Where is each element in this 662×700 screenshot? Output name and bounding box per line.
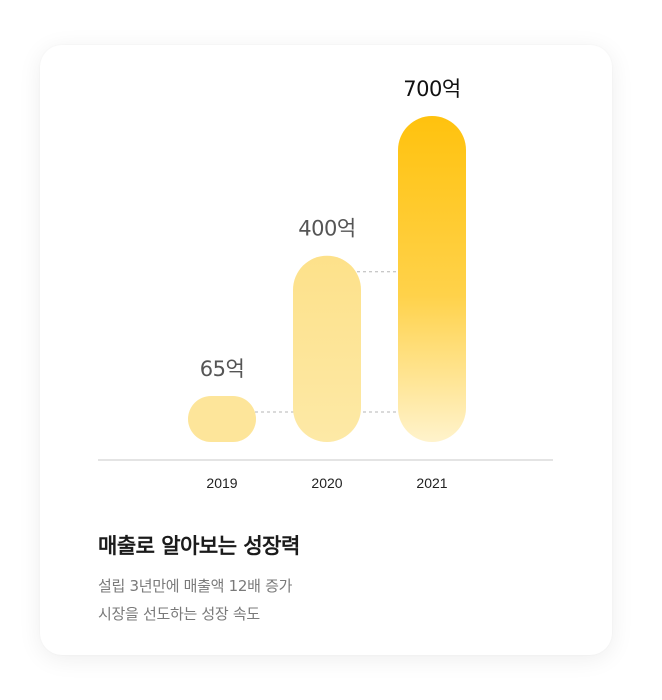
value-labels: 65억 400억 700억 [200,77,461,381]
value-label-2021: 700억 [403,77,460,101]
x-tick-2019: 2019 [206,475,237,491]
bar-2019 [188,396,256,442]
value-label-2020: 400억 [298,217,355,241]
x-tick-labels: 2019 2020 2021 [206,475,447,491]
bars [188,116,466,442]
card-description-line-2: 시장을 선도하는 성장 속도 [98,605,260,623]
card-title: 매출로 알아보는 성장력 [98,534,300,558]
value-label-2019: 65억 [200,357,245,381]
bar-2021 [398,116,466,442]
card-description-line-1: 설립 3년만에 매출액 12배 증가 [98,577,293,595]
bar-2020 [293,255,361,442]
x-tick-2021: 2021 [416,475,447,491]
x-tick-2020: 2020 [311,475,342,491]
